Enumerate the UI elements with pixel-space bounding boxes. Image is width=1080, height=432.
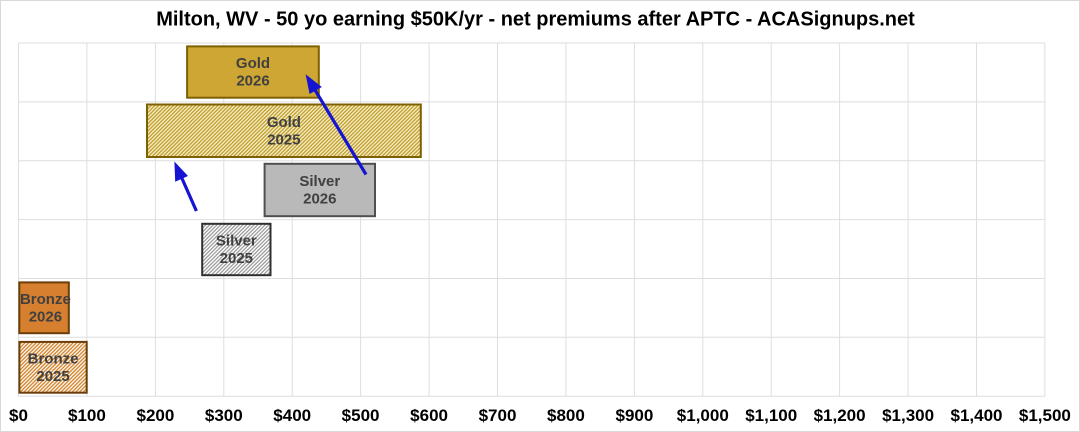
svg-text:$1,300: $1,300 bbox=[882, 406, 934, 425]
svg-text:$0: $0 bbox=[9, 406, 28, 425]
svg-text:$700: $700 bbox=[479, 406, 517, 425]
svg-text:$300: $300 bbox=[205, 406, 243, 425]
svg-text:$1,100: $1,100 bbox=[745, 406, 797, 425]
svg-text:$900: $900 bbox=[615, 406, 653, 425]
svg-text:2025: 2025 bbox=[36, 368, 69, 385]
svg-text:$600: $600 bbox=[410, 406, 448, 425]
svg-text:Bronze: Bronze bbox=[20, 291, 71, 308]
svg-text:$1,500: $1,500 bbox=[1019, 406, 1071, 425]
svg-text:$800: $800 bbox=[547, 406, 585, 425]
svg-text:Silver: Silver bbox=[299, 173, 340, 190]
svg-text:Bronze: Bronze bbox=[28, 350, 79, 367]
svg-text:Gold: Gold bbox=[236, 55, 270, 72]
svg-text:2026: 2026 bbox=[236, 73, 269, 90]
svg-text:$1,400: $1,400 bbox=[951, 406, 1003, 425]
svg-text:$100: $100 bbox=[68, 406, 106, 425]
svg-text:2026: 2026 bbox=[29, 308, 62, 325]
svg-text:$1,000: $1,000 bbox=[677, 406, 729, 425]
svg-text:$200: $200 bbox=[136, 406, 174, 425]
svg-text:2026: 2026 bbox=[303, 191, 336, 208]
svg-text:Milton, WV - 50 yo earning $50: Milton, WV - 50 yo earning $50K/yr - net… bbox=[156, 8, 915, 30]
svg-text:$400: $400 bbox=[273, 406, 311, 425]
svg-text:$1,200: $1,200 bbox=[814, 406, 866, 425]
svg-text:2025: 2025 bbox=[220, 250, 253, 267]
svg-text:Gold: Gold bbox=[267, 114, 301, 131]
svg-text:2025: 2025 bbox=[267, 131, 300, 148]
svg-text:$500: $500 bbox=[342, 406, 380, 425]
svg-text:Silver: Silver bbox=[216, 233, 257, 250]
